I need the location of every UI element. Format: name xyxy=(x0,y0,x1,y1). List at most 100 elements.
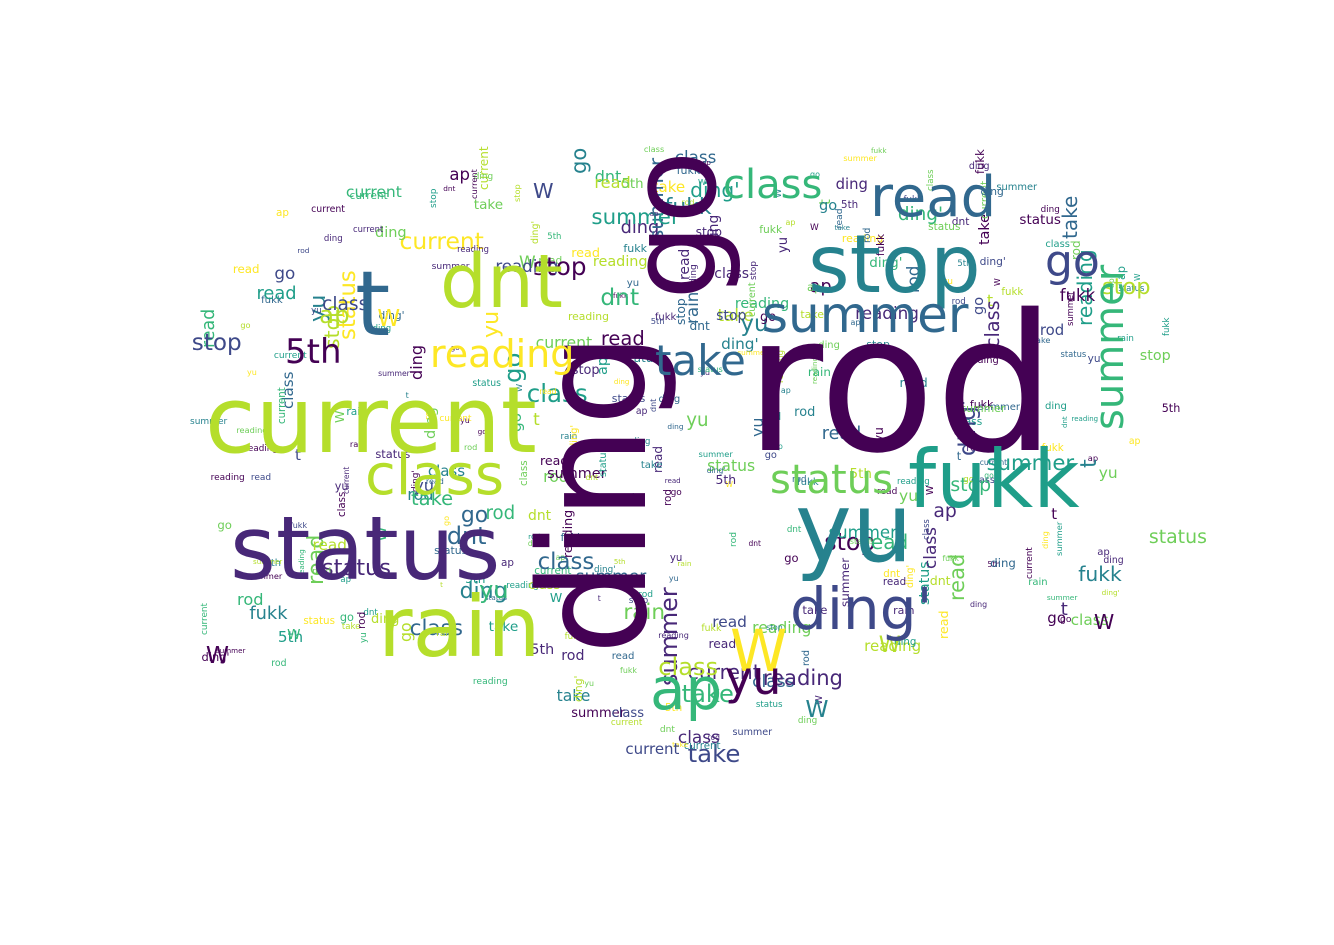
cloud-word: ap xyxy=(1087,452,1099,463)
cloud-word: fukk xyxy=(623,242,647,256)
cloud-word: ding xyxy=(1040,530,1051,549)
cloud-word: yu xyxy=(668,574,679,584)
cloud-word: fukk xyxy=(560,532,584,545)
cloud-word: rain xyxy=(1028,577,1048,589)
cloud-word: take xyxy=(672,739,689,749)
cloud-word: rod xyxy=(791,474,807,485)
cloud-word: stop xyxy=(766,442,783,452)
cloud-word: 5th xyxy=(530,642,555,659)
cloud-word: current xyxy=(477,146,492,191)
cloud-word: W xyxy=(549,589,563,605)
cloud-word: t xyxy=(294,445,301,464)
cloud-word: stop xyxy=(766,622,783,632)
cloud-word: class xyxy=(528,578,561,594)
cloud-word: yu xyxy=(795,472,913,584)
cloud-word: summer xyxy=(996,181,1038,193)
cloud-word: reading xyxy=(864,637,922,656)
cloud-word: ding xyxy=(375,224,407,241)
cloud-word: yu xyxy=(1087,352,1101,365)
cloud-word: ding xyxy=(1103,554,1124,566)
cloud-word: class xyxy=(752,671,795,692)
cloud-word: reading xyxy=(658,630,689,641)
cloud-word: read xyxy=(664,476,681,486)
cloud-word: ap xyxy=(785,218,796,228)
cloud-word: fukk xyxy=(701,623,722,635)
cloud-word: t xyxy=(773,664,778,678)
cloud-word: stop xyxy=(628,595,649,606)
cloud-word: t xyxy=(384,327,388,338)
cloud-word: dnt xyxy=(440,239,563,325)
cloud-word: summer xyxy=(1046,593,1078,603)
cloud-word: t xyxy=(986,290,994,310)
cloud-word: rod xyxy=(407,485,434,505)
cloud-word: read xyxy=(944,554,969,602)
cloud-word: status xyxy=(472,377,501,389)
cloud-word: ap xyxy=(933,500,957,522)
cloud-word: dnt xyxy=(600,284,640,312)
cloud-word: read xyxy=(882,575,907,588)
cloud-word: summer xyxy=(737,348,768,358)
cloud-word: yu xyxy=(686,410,709,431)
cloud-word: rain xyxy=(623,600,666,626)
cloud-word: fukk xyxy=(664,194,712,220)
cloud-word: ding xyxy=(835,175,868,193)
cloud-word: ap xyxy=(850,318,861,328)
cloud-word: status xyxy=(928,220,961,233)
cloud-word: ding' xyxy=(201,649,230,664)
cloud-word: ding xyxy=(613,377,630,387)
cloud-word: ding' xyxy=(721,334,759,353)
cloud-word: summer xyxy=(732,726,773,738)
cloud-word: rod xyxy=(794,404,816,420)
cloud-word: ap xyxy=(275,207,289,220)
cloud-word: W xyxy=(698,176,707,187)
cloud-word: class xyxy=(971,474,995,486)
cloud-word: summer xyxy=(431,260,470,272)
cloud-word: read xyxy=(594,172,631,192)
cloud-word: read xyxy=(539,387,557,397)
cloud-word: t xyxy=(597,594,601,604)
cloud-word: rain xyxy=(677,559,692,569)
cloud-word: rod xyxy=(638,590,654,600)
cloud-word: reading xyxy=(472,675,508,687)
cloud-word: ap xyxy=(449,164,470,184)
cloud-word: status xyxy=(622,351,660,366)
cloud-word: yu xyxy=(725,651,782,705)
cloud-word: ap xyxy=(555,553,566,563)
cloud-word: 5th xyxy=(1161,402,1181,416)
cloud-word: ding xyxy=(1040,205,1060,216)
cloud-word: read xyxy=(600,327,645,351)
cloud-word: 5th xyxy=(613,558,626,567)
cloud-word: ding xyxy=(797,716,818,727)
cloud-word: ap xyxy=(649,209,659,219)
cloud-word: dnt xyxy=(929,573,951,589)
cloud-word: dnt xyxy=(951,216,970,229)
cloud-word: ap xyxy=(807,279,822,294)
cloud-word: take xyxy=(652,177,686,196)
cloud-word: stop xyxy=(1139,348,1171,365)
cloud-word: current xyxy=(600,491,636,503)
cloud-word: ding xyxy=(968,161,990,173)
cloud-word: status xyxy=(849,536,875,546)
cloud-word: class xyxy=(1070,611,1109,629)
cloud-word: summer xyxy=(216,645,246,655)
cloud-word: rod xyxy=(463,441,478,452)
cloud-word: status xyxy=(707,457,756,476)
cloud-word: take xyxy=(1057,196,1082,240)
cloud-word: 5th xyxy=(715,472,737,488)
cloud-word: go xyxy=(670,487,682,498)
cloud-word: t xyxy=(956,450,962,464)
cloud-word: 5th xyxy=(957,259,972,270)
cloud-word: ding xyxy=(508,332,680,655)
cloud-word: current xyxy=(205,367,537,474)
cloud-word: take xyxy=(556,686,591,705)
cloud-word: reading xyxy=(210,472,245,483)
cloud-word: dnt xyxy=(594,166,622,186)
cloud-word: go xyxy=(764,449,777,461)
cloud-word: ap xyxy=(319,300,350,330)
cloud-word: reading xyxy=(592,253,648,270)
cloud-word: ding xyxy=(667,422,684,432)
cloud-word: stop xyxy=(808,218,981,311)
cloud-word: ding xyxy=(818,339,840,351)
cloud-word: take xyxy=(717,305,754,326)
